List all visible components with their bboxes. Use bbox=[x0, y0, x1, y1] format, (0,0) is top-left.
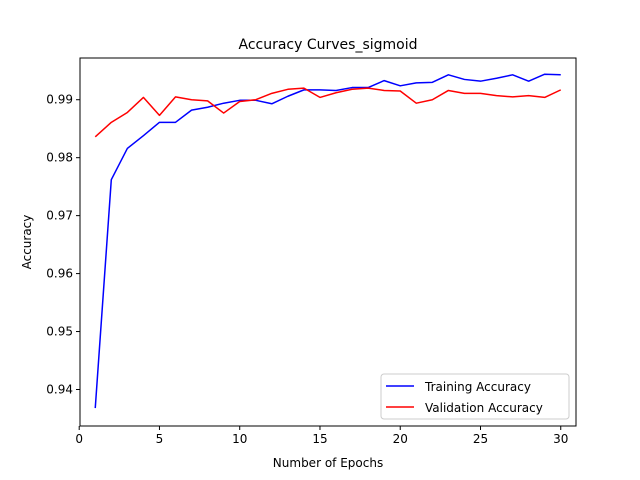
x-axis-ticks: 0 5 10 15 20 25 30 bbox=[75, 426, 568, 446]
x-axis-label: Number of Epochs bbox=[273, 456, 383, 470]
x-tick-label: 0 bbox=[75, 432, 83, 446]
plot-area-frame bbox=[79, 57, 577, 427]
legend-frame bbox=[380, 373, 570, 420]
series-line-training-accuracy bbox=[94, 73, 561, 409]
legend-label-validation: Validation Accuracy bbox=[425, 401, 543, 415]
y-axis-label: Accuracy bbox=[20, 215, 34, 270]
chart-title: Accuracy Curves_sigmoid bbox=[238, 37, 417, 53]
series-line-validation-accuracy bbox=[94, 87, 562, 138]
y-tick-label: 0.97 bbox=[46, 209, 73, 223]
x-tick-label: 20 bbox=[393, 432, 408, 446]
y-tick-label: 0.99 bbox=[46, 93, 73, 107]
series-lines bbox=[94, 73, 562, 409]
legend-label-training: Training Accuracy bbox=[424, 380, 531, 394]
x-tick-label: 15 bbox=[312, 432, 327, 446]
x-tick-label: 25 bbox=[473, 432, 488, 446]
y-tick-label: 0.98 bbox=[46, 151, 73, 165]
x-tick-label: 5 bbox=[156, 432, 164, 446]
x-tick-label: 30 bbox=[553, 432, 568, 446]
y-axis-ticks: 0.94 0.95 0.96 0.97 0.98 0.99 bbox=[46, 93, 80, 396]
y-tick-label: 0.95 bbox=[46, 325, 73, 339]
y-tick-label: 0.96 bbox=[46, 267, 73, 281]
legend: Training Accuracy Validation Accuracy bbox=[380, 373, 570, 420]
x-tick-label: 10 bbox=[232, 432, 247, 446]
y-tick-label: 0.94 bbox=[46, 382, 73, 396]
